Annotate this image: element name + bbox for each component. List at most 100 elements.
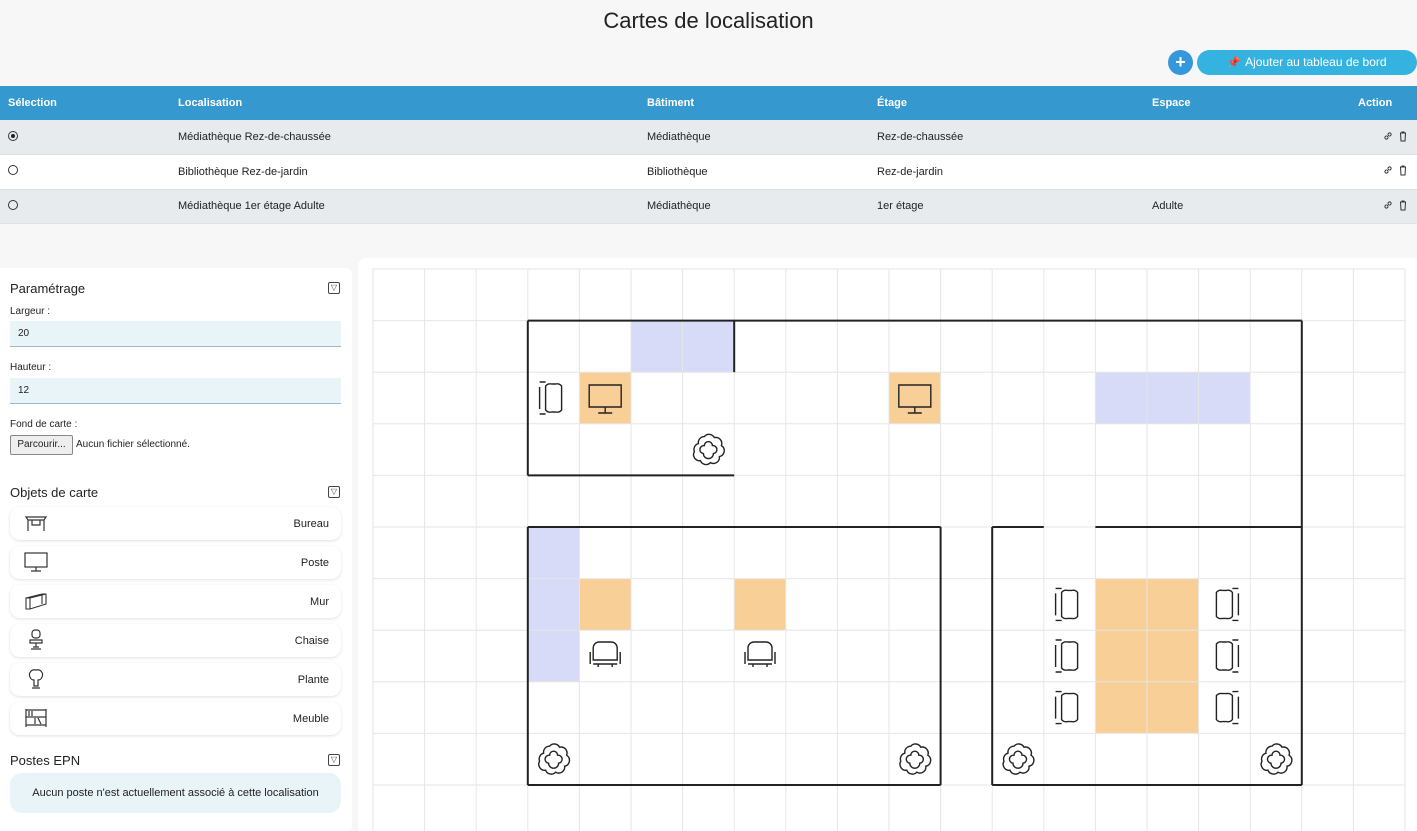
desk-cell: [1147, 630, 1199, 682]
object-label: Plante: [297, 674, 329, 686]
cell-batiment: Médiathèque: [647, 131, 711, 143]
desk-cell: [889, 372, 941, 424]
object-item-bureau[interactable]: Bureau: [10, 507, 341, 540]
wall-icon: [25, 593, 47, 610]
chair-side-icon: [1054, 587, 1079, 622]
header-action: Action: [1358, 97, 1393, 109]
cell-etage: 1er étage: [877, 200, 924, 213]
shelf-icon: [25, 709, 47, 727]
row-select-radio[interactable]: [8, 165, 18, 176]
desk-cell: [1147, 578, 1199, 631]
locations-table: Sélection Localisation Bâtiment Étage Es…: [0, 86, 1417, 224]
add-button[interactable]: +: [1168, 50, 1193, 75]
wall-cell: [682, 320, 735, 373]
monitor-icon: [898, 384, 932, 414]
table-header-row: Sélection Localisation Bâtiment Étage Es…: [0, 86, 1417, 120]
cell-espace: [1152, 120, 1333, 155]
desk-cell: [1147, 681, 1199, 734]
header-batiment: Bâtiment: [647, 97, 695, 109]
wall-cell: [1095, 372, 1147, 424]
wall-cell: [527, 578, 580, 631]
cell-batiment: Médiathèque: [647, 200, 711, 213]
chair-side-right-icon: [1215, 690, 1240, 725]
link-icon[interactable]: [1382, 199, 1394, 211]
monitor-icon: [24, 552, 48, 572]
cell-etage: Rez-de-chaussée: [877, 131, 964, 143]
cell-batiment: Bibliothèque: [647, 165, 708, 178]
trash-icon[interactable]: [1397, 164, 1409, 176]
wall-cell: [527, 527, 580, 579]
wall-cell: [527, 630, 580, 682]
row-select-radio[interactable]: [8, 199, 18, 210]
desk-cell: [579, 578, 631, 631]
chair-icon: [744, 641, 776, 667]
height-input[interactable]: 12: [10, 378, 341, 404]
no-file-label: Aucun fichier sélectionné.: [76, 439, 190, 450]
chair-icon: [29, 629, 43, 650]
epn-empty-message: Aucun poste n'est actuellement associé à…: [10, 773, 341, 813]
trash-icon[interactable]: [1397, 199, 1409, 211]
monitor-icon: [588, 384, 622, 414]
browse-button[interactable]: Parcourir...: [10, 435, 73, 455]
wall-cell: [631, 320, 683, 373]
object-item-meuble[interactable]: Meuble: [10, 702, 341, 735]
cell-localisation: Bibliothèque Rez-de-jardin: [178, 165, 308, 178]
objects-title: Objets de carte: [10, 485, 99, 500]
row-select-radio[interactable]: [8, 130, 18, 141]
desk-cell: [1095, 578, 1147, 631]
object-item-plante[interactable]: Plante: [10, 663, 341, 696]
table-row[interactable]: Bibliothèque Rez-de-jardin Bibliothèque …: [0, 154, 1417, 190]
chair-side-icon: [1054, 690, 1079, 725]
epn-title: Postes EPN: [10, 753, 81, 768]
desk-cell: [579, 372, 631, 424]
object-item-poste[interactable]: Poste: [10, 546, 341, 579]
object-label: Poste: [300, 557, 329, 569]
map-canvas[interactable]: [358, 258, 1417, 831]
object-label: Bureau: [293, 518, 329, 530]
cell-espace: [1152, 155, 1333, 190]
plant-icon: [692, 433, 725, 466]
trash-icon[interactable]: [1397, 130, 1409, 142]
desk-icon: [24, 516, 48, 531]
object-label: Chaise: [294, 635, 329, 647]
chair-side-icon: [538, 381, 563, 415]
desk-cell: [1095, 681, 1147, 734]
link-icon[interactable]: [1382, 130, 1394, 142]
cell-espace: Adulte: [1152, 200, 1184, 213]
desk-cell: [734, 578, 786, 631]
epn-collapse-icon[interactable]: ▽: [328, 754, 340, 766]
floor-plan[interactable]: [358, 258, 1417, 831]
header-etage: Étage: [877, 97, 907, 109]
plant-icon: [28, 669, 44, 689]
page-title: Cartes de localisation: [603, 8, 814, 33]
object-item-mur[interactable]: Mur: [10, 585, 341, 618]
header-espace: Espace: [1152, 97, 1191, 109]
header-selection: Sélection: [8, 97, 57, 109]
pin-icon: 📌: [1227, 57, 1242, 69]
plant-icon: [1002, 743, 1035, 775]
background-label: Fond de carte :: [10, 419, 78, 430]
object-label: Mur: [310, 596, 329, 608]
add-to-dashboard-button[interactable]: 📌 Ajouter au tableau de bord: [1197, 50, 1417, 75]
settings-collapse-icon[interactable]: ▽: [328, 282, 340, 294]
side-panel: Paramétrage ▽ Largeur : 20 Hauteur : 12 …: [0, 268, 352, 831]
wall-cell: [1198, 372, 1251, 424]
chair-side-right-icon: [1215, 587, 1240, 622]
wall-cell: [1147, 372, 1199, 424]
settings-title: Paramétrage: [10, 281, 86, 296]
plant-icon: [538, 743, 571, 775]
link-icon[interactable]: [1382, 164, 1394, 176]
chair-side-right-icon: [1215, 639, 1240, 673]
desk-cell: [1095, 630, 1147, 682]
table-row[interactable]: Médiathèque 1er étage Adulte Médiathèque…: [0, 189, 1417, 224]
plant-icon: [1260, 743, 1293, 775]
plant-icon: [899, 743, 932, 775]
header-localisation: Localisation: [178, 97, 243, 109]
cell-localisation: Médiathèque 1er étage Adulte: [178, 200, 325, 213]
width-label: Largeur :: [10, 306, 51, 317]
cell-localisation: Médiathèque Rez-de-chaussée: [178, 131, 331, 143]
width-input[interactable]: 20: [10, 321, 341, 347]
objects-collapse-icon[interactable]: ▽: [328, 486, 340, 498]
table-row[interactable]: Médiathèque Rez-de-chaussée Médiathèque …: [0, 120, 1417, 155]
object-item-chaise[interactable]: Chaise: [10, 624, 341, 657]
